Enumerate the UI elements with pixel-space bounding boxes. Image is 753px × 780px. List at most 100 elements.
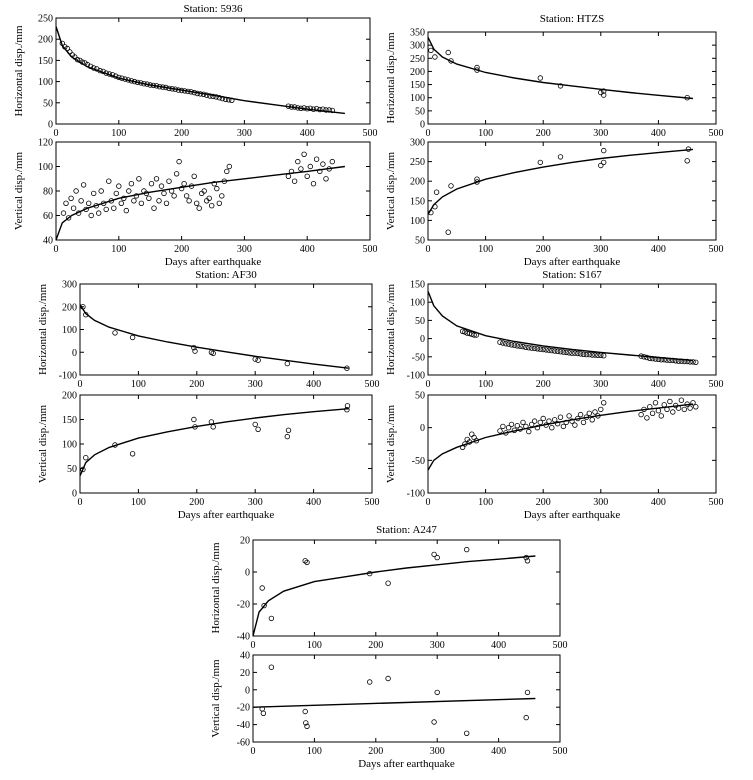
- horizontal-data-point: [119, 75, 125, 81]
- vertical-data-point: [526, 428, 532, 435]
- horizontal-x-tick-label: 300: [430, 640, 445, 651]
- horizontal-data-point: [326, 107, 332, 113]
- horizontal-data-point: [229, 97, 235, 103]
- vertical-y-tick-label: 100: [62, 440, 77, 451]
- horizontal-axes-box: [79, 283, 373, 376]
- horizontal-fit-curve: [79, 304, 349, 369]
- station-title: Station: AF30: [195, 269, 257, 281]
- vertical-data-point: [601, 147, 607, 154]
- vertical-x-tick-label: 100: [478, 244, 493, 255]
- vertical-data-point: [586, 410, 592, 416]
- horizontal-data-point: [313, 105, 320, 112]
- station-panel-af30: 0 100 200 300 400 500-1000100200300Horizontal…: [37, 269, 380, 521]
- horizontal-x-tick-label: 100: [307, 640, 322, 651]
- vertical-x-tick-label: 300: [593, 244, 608, 255]
- vertical-data-point: [469, 431, 475, 437]
- horizontal-data-point: [514, 343, 520, 349]
- horizontal-y-axis-label: Horizontal disp./mm: [37, 284, 49, 375]
- horizontal-data-point: [580, 351, 587, 357]
- horizontal-data-point: [459, 328, 466, 334]
- vertical-data-point: [173, 171, 180, 177]
- vertical-data-point: [98, 188, 104, 194]
- vertical-data-point: [595, 413, 601, 419]
- vertical-data-point: [304, 723, 310, 729]
- horizontal-x-tick-label: 400: [651, 128, 666, 139]
- horizontal-data-point: [537, 75, 543, 81]
- vertical-data-point: [670, 409, 676, 415]
- vertical-data-point: [201, 188, 207, 194]
- vertical-data-point: [514, 423, 520, 429]
- vertical-data-point: [113, 190, 119, 197]
- vertical-y-tick-label: 200: [62, 391, 77, 402]
- vertical-data-point: [511, 427, 518, 433]
- vertical-data-point: [693, 404, 699, 410]
- horizontal-x-tick-label: 500: [709, 128, 724, 139]
- vertical-x-tick-label: 500: [709, 244, 724, 255]
- horizontal-data-point: [310, 106, 317, 112]
- horizontal-x-tick-label: 400: [306, 379, 321, 390]
- horizontal-y-axis-label: Horizontal disp./mm: [210, 542, 222, 633]
- vertical-data-point: [466, 439, 473, 445]
- horizontal-data-point: [497, 339, 503, 345]
- vertical-x-tick-label: 200: [368, 746, 383, 757]
- vertical-data-point: [520, 419, 526, 426]
- vertical-y-tick-label: 80: [43, 187, 53, 198]
- horizontal-y-tick-label: 100: [410, 93, 425, 104]
- horizontal-x-tick-label: 200: [174, 128, 189, 139]
- horizontal-data-point: [560, 349, 567, 355]
- horizontal-data-point: [181, 88, 188, 94]
- horizontal-data-point: [197, 91, 204, 97]
- horizontal-data-point: [684, 94, 690, 101]
- horizontal-data-point: [304, 559, 310, 566]
- vertical-data-point: [221, 178, 227, 184]
- vertical-data-point: [224, 168, 230, 175]
- vertical-axes-box: [252, 654, 561, 743]
- horizontal-subplot: 0 100 200 300 400 500050100150200250300350Hor…: [385, 13, 724, 139]
- vertical-data-point: [577, 411, 584, 418]
- horizontal-y-tick-label: 250: [38, 14, 53, 25]
- horizontal-data-point: [83, 312, 89, 318]
- horizontal-data-point: [661, 357, 667, 363]
- vertical-data-point: [464, 730, 470, 736]
- vertical-data-point: [108, 198, 114, 204]
- vertical-data-point: [432, 203, 438, 210]
- horizontal-data-point: [191, 345, 197, 351]
- vertical-data-point: [678, 397, 685, 403]
- vertical-data-point: [537, 419, 543, 426]
- horizontal-data-point: [323, 107, 329, 113]
- horizontal-data-point: [252, 356, 258, 362]
- horizontal-data-point: [160, 84, 166, 90]
- horizontal-x-tick-label: 100: [111, 128, 126, 139]
- horizontal-data-point: [526, 345, 532, 351]
- horizontal-data-point: [112, 73, 119, 79]
- horizontal-fit-curve: [427, 36, 694, 100]
- horizontal-data-point: [295, 105, 301, 111]
- horizontal-data-point: [203, 92, 210, 98]
- vertical-data-point: [284, 433, 290, 440]
- vertical-data-point: [93, 202, 99, 209]
- horizontal-data-point: [667, 357, 673, 364]
- vertical-x-tick-label: 0: [54, 244, 59, 255]
- vertical-data-point: [208, 202, 215, 209]
- horizontal-subplot: 0 100 200 300 400 500 0 50 100 150 200 250 Horizonta…: [13, 3, 378, 139]
- vertical-data-point: [601, 400, 607, 406]
- vertical-y-tick-label: 50: [415, 236, 425, 247]
- horizontal-data-point: [112, 330, 118, 336]
- vertical-data-point: [638, 411, 644, 418]
- horizontal-fit-curve: [252, 555, 536, 637]
- vertical-y-tick-label: 0: [245, 685, 250, 696]
- horizontal-data-point: [288, 104, 295, 110]
- vertical-data-point: [598, 406, 604, 413]
- horizontal-data-point: [64, 45, 70, 52]
- horizontal-data-point: [549, 347, 555, 354]
- horizontal-data-point: [552, 348, 558, 354]
- vertical-data-point: [385, 675, 391, 682]
- horizontal-y-tick-label: 20: [240, 536, 250, 547]
- vertical-y-axis-label: Vertical disp./mm: [385, 404, 397, 483]
- vertical-data-point: [158, 183, 165, 189]
- vertical-data-point: [448, 183, 454, 189]
- vertical-x-tick-label: 500: [553, 746, 568, 757]
- vertical-data-point: [95, 210, 102, 216]
- horizontal-y-tick-label: 200: [62, 302, 77, 313]
